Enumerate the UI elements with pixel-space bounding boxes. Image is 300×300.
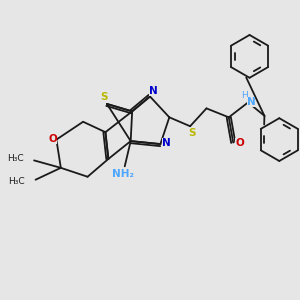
Text: S: S xyxy=(188,128,195,138)
Text: O: O xyxy=(236,138,244,148)
Text: H₃C: H₃C xyxy=(8,177,25,186)
Text: H₃C: H₃C xyxy=(7,154,24,163)
Text: N: N xyxy=(162,138,171,148)
Text: H: H xyxy=(241,92,248,100)
Text: N: N xyxy=(148,86,157,96)
Text: S: S xyxy=(100,92,108,102)
Text: N: N xyxy=(247,98,255,107)
Text: O: O xyxy=(48,134,57,144)
Text: NH₂: NH₂ xyxy=(112,169,134,179)
